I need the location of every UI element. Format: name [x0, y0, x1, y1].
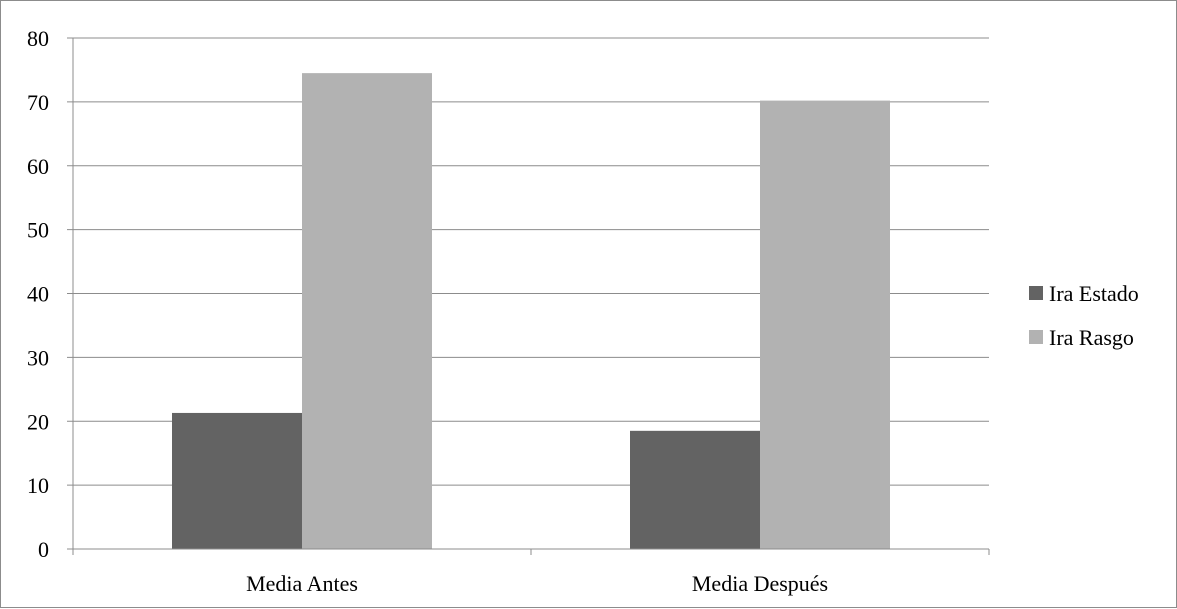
legend-swatch [1029, 330, 1043, 344]
bar-ira-rasgo-1 [302, 73, 432, 549]
bar-ira-estado-1 [172, 412, 302, 549]
axes [67, 37, 990, 555]
legend-label: Ira Estado [1049, 281, 1139, 306]
y-tick-label: 10 [27, 473, 49, 498]
tick-labels: 0 10 20 30 40 50 60 70 80 Media Antes Media Despué… [27, 26, 828, 596]
y-tick-label: 40 [27, 282, 49, 307]
bar-ira-estado-2 [630, 430, 760, 549]
y-tick-label: 0 [38, 537, 49, 562]
legend: Ira Estado Ira Rasgo [1029, 281, 1139, 350]
bar-ira-rasgo-2 [760, 100, 890, 549]
y-tick-label: 70 [27, 90, 49, 115]
legend-label: Ira Rasgo [1049, 325, 1134, 350]
bars [172, 73, 890, 549]
y-tick-label: 30 [27, 345, 49, 370]
y-tick-label: 80 [27, 26, 49, 51]
x-category-label: Media Después [692, 571, 828, 596]
y-tick-label: 20 [27, 409, 49, 434]
y-tick-label: 60 [27, 154, 49, 179]
x-category-label: Media Antes [246, 571, 358, 596]
legend-swatch [1029, 286, 1043, 300]
y-tick-label: 50 [27, 218, 49, 243]
